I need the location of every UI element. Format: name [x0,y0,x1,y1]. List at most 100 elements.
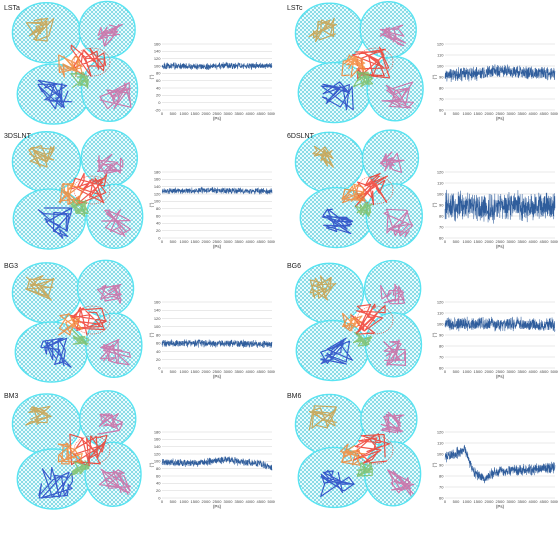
series-line [161,339,273,349]
x-axis-label: (Ps) [213,244,222,249]
protein-ribbon [312,145,334,168]
panel-label: BM3 [4,393,19,400]
y-tick-label: 60 [439,495,444,500]
y-tick-label: 80 [156,71,161,76]
y-tick-label: 160 [154,437,161,442]
y-axis-label: (°) [432,462,437,467]
x-tick-label: 3500 [235,369,245,374]
protein-ribbon [379,151,405,173]
x-axis-label: (Ps) [496,504,505,509]
x-tick-label: 2000 [202,239,212,244]
panel-label: LSTa [4,5,20,12]
x-tick-label: 5000 [551,111,558,116]
y-tick-label: 100 [437,321,444,326]
y-tick-label: 140 [154,308,161,313]
y-tick-label: 120 [437,429,444,434]
y-tick-label: 120 [154,56,161,61]
panel-6dslnt: 6DSLNT 120 110 100 90 80 70 60 0 500 1000 1500 2000 2… [283,128,558,256]
protein-ribbon [38,467,74,499]
red-mesh-overlay [356,305,394,335]
protein-ribbon [70,71,89,89]
protein-ribbon [309,275,337,301]
protein-structure-image [294,0,424,124]
x-tick-label: 500 [453,369,460,374]
x-tick-label: 3500 [518,369,528,374]
x-tick-label: 4500 [257,369,267,374]
y-axis-label: (°) [149,462,154,467]
x-tick-label: 1000 [180,499,190,504]
x-tick-label: 4500 [540,239,550,244]
x-tick-label: 1000 [463,111,473,116]
y-tick-label: 120 [154,316,161,321]
y-tick-label: 20 [156,93,161,98]
x-tick-label: 4000 [246,239,256,244]
surface-mesh-blob [76,259,135,318]
protein-ribbon [320,81,354,111]
protein-ribbon [381,81,414,109]
protein-ribbon [99,82,132,110]
protein-structure-image [11,0,139,125]
surface-mesh-blob [366,56,424,122]
protein-ribbon [37,207,73,239]
y-axis-label: (°) [432,332,437,337]
protein-ribbon [101,209,131,237]
protein-ribbon [352,71,374,88]
y-tick-label: 100 [154,324,161,329]
x-tick-label: 2000 [485,111,495,116]
y-axis-label: (°) [149,202,154,207]
x-tick-label: 1000 [463,499,473,504]
protein-ribbon [58,183,84,206]
panel-lsta: LSTa 160 140 120 100 80 60 40 20 0 -20 0 500 1000 1500… [0,0,275,128]
panel-lstc: LSTc 120 110 100 90 80 70 60 0 500 1000 1500 2000 250… [283,0,558,128]
panel-label: LSTc [287,5,303,12]
y-tick-label: 70 [439,224,444,229]
protein-ribbon [71,329,89,346]
x-tick-label: 5000 [268,111,275,116]
x-tick-label: 4500 [257,111,267,116]
x-tick-label: 4000 [529,239,539,244]
protein-structure-image [11,390,142,510]
y-tick-label: 80 [156,466,161,471]
protein-ribbon [340,443,366,466]
protein-structure-image [294,390,422,509]
y-tick-label: 140 [154,184,161,189]
panel-bm3: BM3 180 160 140 120 100 80 60 40 20 0 0 500 1000 1500 2… [0,388,275,516]
y-tick-label: 60 [156,341,161,346]
x-tick-label: 4500 [540,499,550,504]
x-tick-label: 2500 [496,499,506,504]
y-tick-label: 100 [437,191,444,196]
x-tick-label: 500 [170,111,177,116]
y-tick-label: 120 [437,299,444,304]
y-tick-label: 120 [154,451,161,456]
y-tick-label: 0 [158,235,161,240]
x-tick-label: 3000 [224,499,234,504]
protein-ribbon [341,183,367,204]
x-tick-label: 0 [161,111,164,116]
protein-ribbon [40,337,72,368]
x-tick-label: 5000 [268,239,275,244]
surface-mesh-blob [294,262,365,325]
protein-ribbon [97,413,124,435]
protein-ribbon [25,405,52,426]
protein-ribbon [387,469,415,496]
x-tick-label: 1500 [191,111,201,116]
y-tick-label: 40 [156,349,161,354]
x-tick-label: 1500 [191,499,201,504]
x-tick-label: 0 [161,239,164,244]
x-tick-label: 4000 [246,111,256,116]
red-mesh-overlay [73,47,111,77]
x-tick-label: 4500 [257,239,267,244]
x-tick-label: 1500 [191,239,201,244]
y-axis-label: (°) [149,74,154,79]
y-tick-label: 0 [158,365,161,370]
y-tick-label: 110 [437,440,444,445]
protein-ribbon [57,442,84,465]
angle-timeseries-chart: 120 110 100 90 80 70 600 500 1000 1500 2000 2500 300… [432,41,558,121]
x-tick-label: 3000 [507,111,517,116]
series-line [161,186,273,195]
x-tick-label: 4000 [246,369,256,374]
x-tick-label: 5000 [268,499,275,504]
x-tick-label: 4000 [246,499,256,504]
